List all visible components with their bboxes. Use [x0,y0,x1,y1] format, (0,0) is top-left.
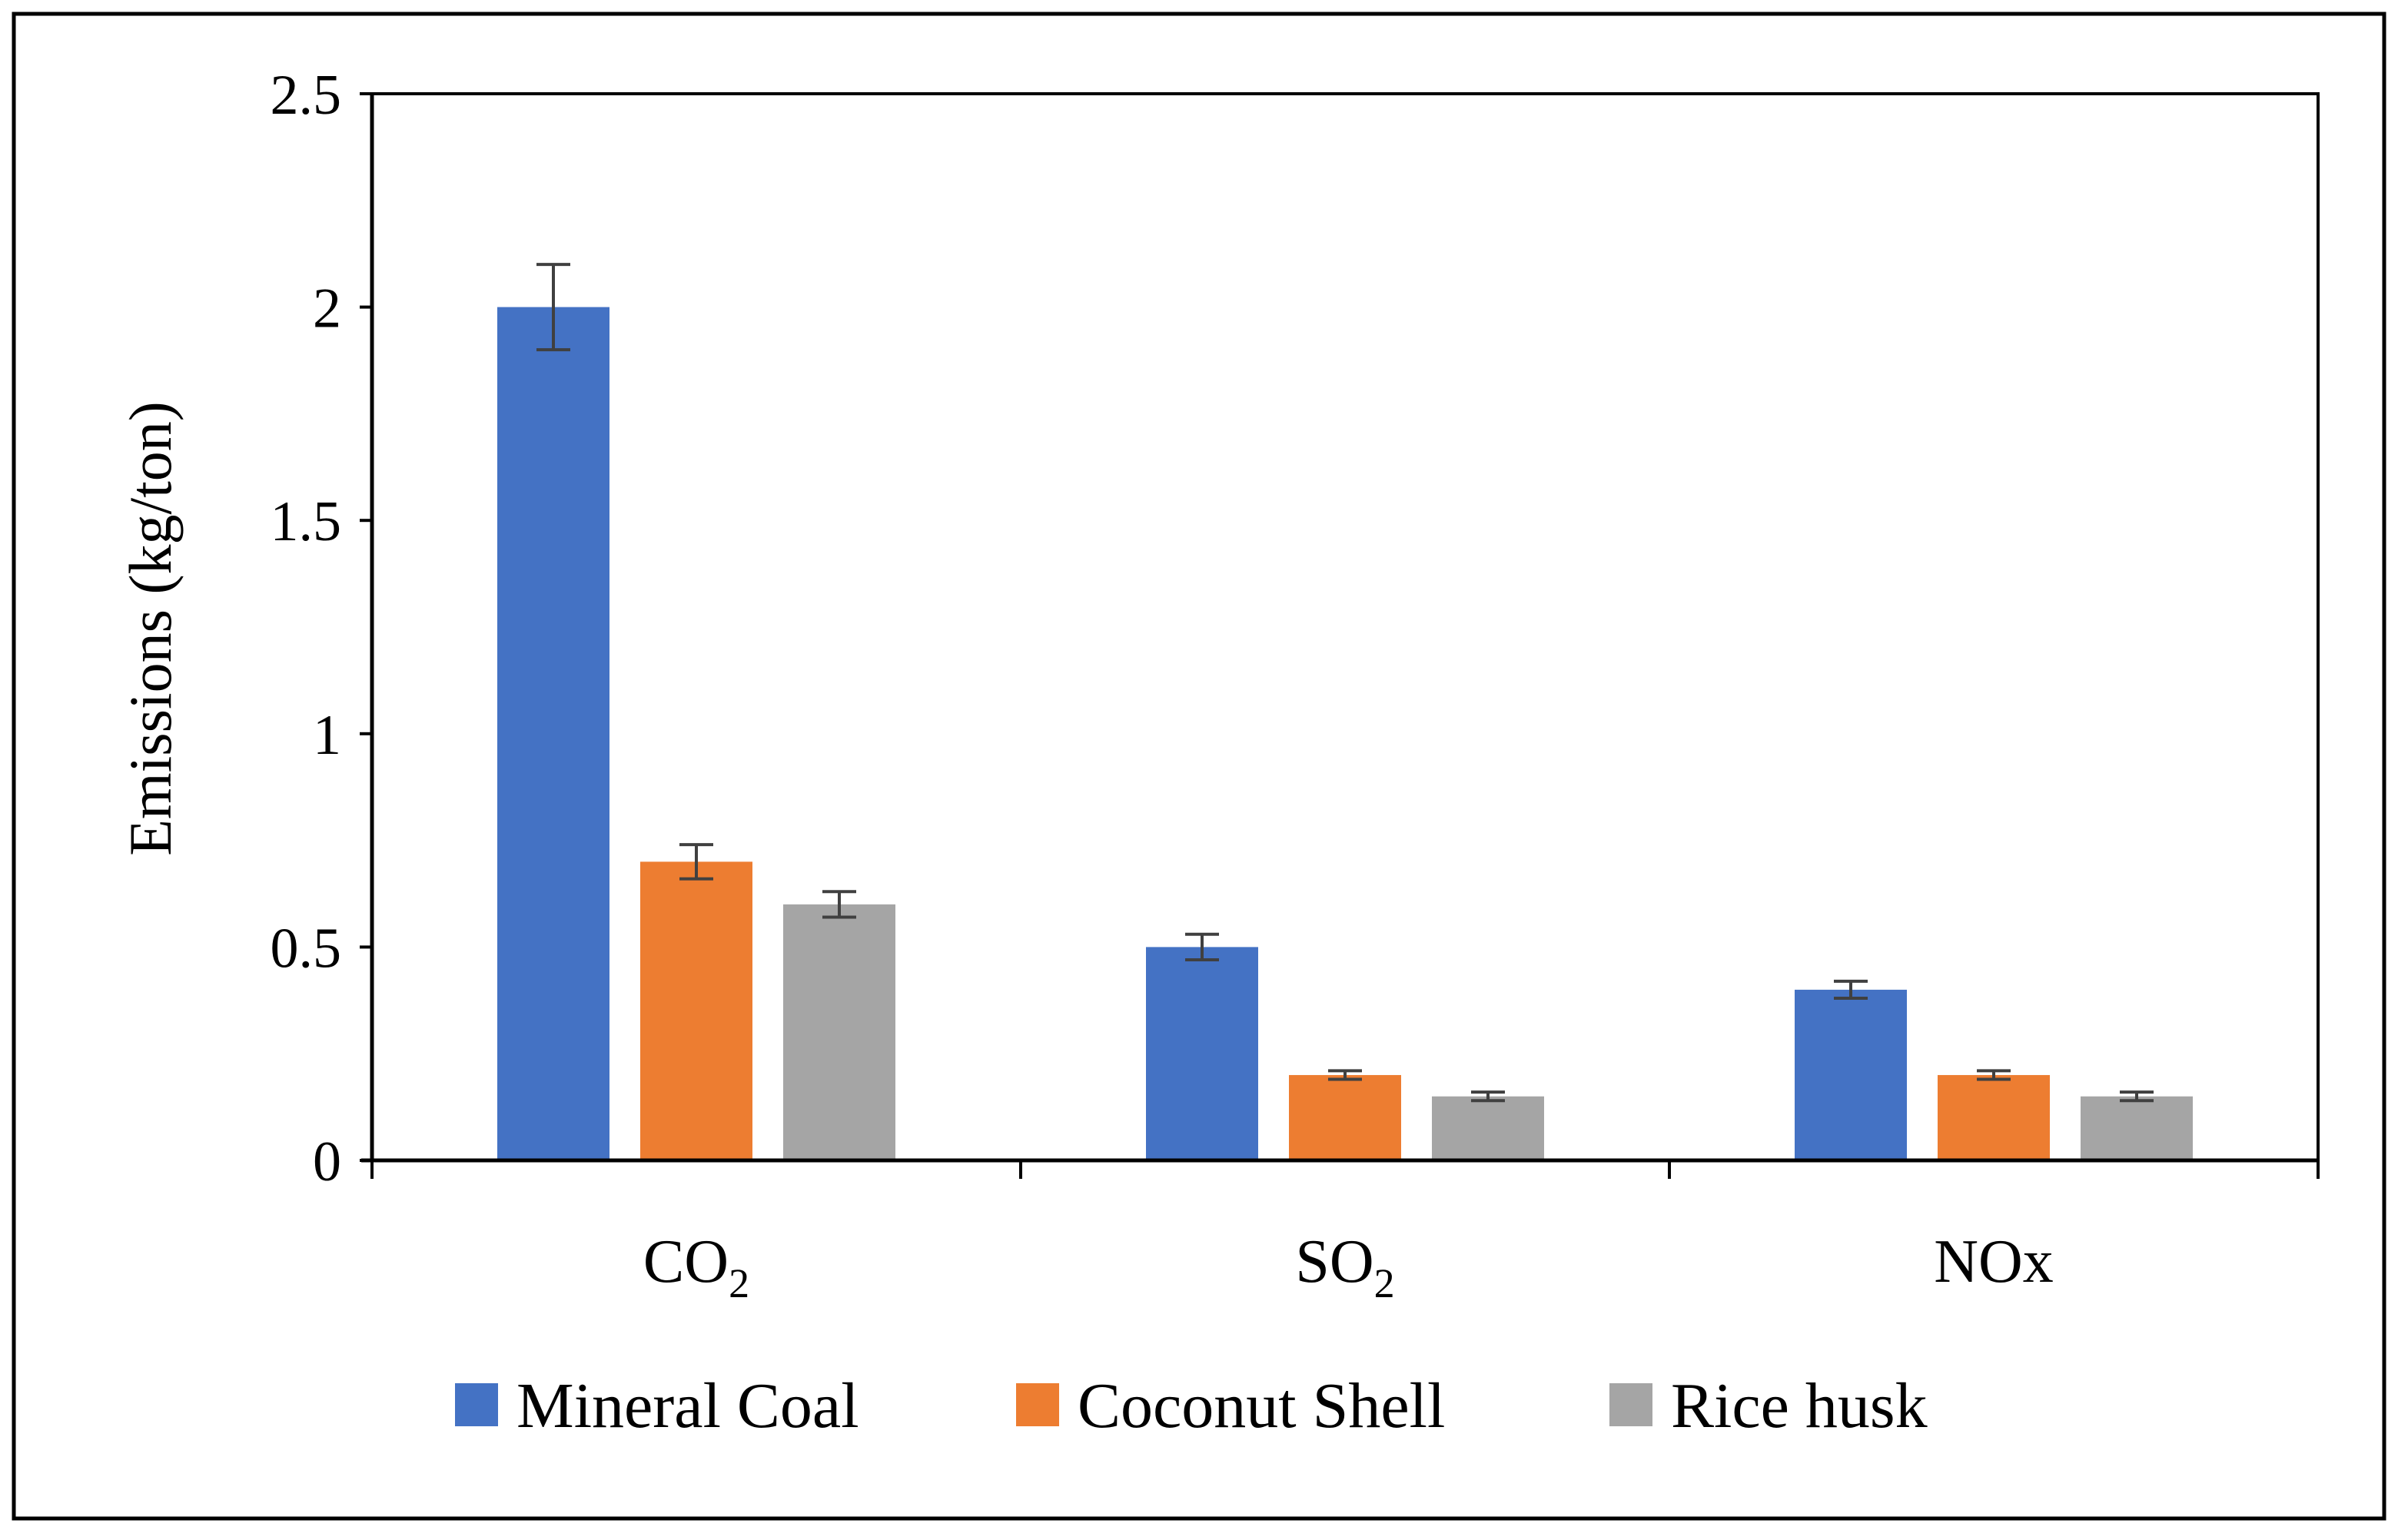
x-axis-ticks: CO2 SO2 NOx [370,1160,2320,1306]
legend-label: Coconut Shell [1078,1370,1445,1442]
figure-border [12,12,2386,1521]
error-bar [679,843,713,881]
error-bar [1471,1090,1505,1103]
x-tick-label-base: NOx [1934,1228,2054,1296]
y-tick-label: 1 [313,704,341,767]
error-bar [1834,979,1868,1001]
bar-coconut-shell [1938,1074,2050,1160]
legend-item: Rice husk [1609,1370,1928,1442]
x-tick-label-base: SO [1295,1228,1373,1296]
bar-coconut-shell [640,861,752,1160]
error-bar [1185,932,1219,962]
axes [361,94,2318,1163]
y-tick-label: 0 [313,1130,341,1193]
error-bars [536,263,2154,1103]
bar-coconut-shell [1289,1074,1401,1160]
bar-rice-husk [2081,1096,2193,1160]
bar-mineral-coal [1146,947,1258,1160]
error-bar [822,890,856,919]
y-tick-label: 2 [313,277,341,340]
x-tick-label-subscript: 2 [1374,1260,1395,1306]
bar-rice-husk [783,904,895,1160]
error-bar [2120,1090,2154,1103]
y-axis-label: Emissions (kg/ton) [117,401,184,856]
error-bar [536,263,570,352]
x-tick-label: SO2 [1295,1228,1394,1306]
x-tick-label: NOx [1934,1228,2054,1296]
legend-swatch [455,1383,498,1426]
x-tick-label: CO2 [643,1228,749,1306]
y-axis-ticks: 0 0.5 1 1.5 2 2.5 [271,64,372,1193]
bar-mineral-coal [497,307,609,1161]
legend-item: Coconut Shell [1016,1370,1445,1442]
error-bar [1977,1069,2011,1081]
bars [497,307,2193,1161]
legend-label: Mineral Coal [516,1370,859,1442]
y-tick-label: 0.5 [271,917,342,980]
x-tick-label-subscript: 2 [729,1260,749,1306]
legend-item: Mineral Coal [455,1370,859,1442]
y-tick-label: 2.5 [271,64,342,127]
bar-rice-husk [1432,1096,1544,1160]
legend: Mineral Coal Coconut Shell Rice husk [455,1370,1928,1442]
error-bar [1328,1069,1362,1081]
legend-label: Rice husk [1671,1370,1928,1442]
y-tick-label: 1.5 [271,490,342,553]
bar-mineral-coal [1795,989,1907,1160]
legend-swatch [1609,1383,1652,1426]
x-tick-label-base: CO [643,1228,729,1296]
legend-swatch [1016,1383,1059,1426]
